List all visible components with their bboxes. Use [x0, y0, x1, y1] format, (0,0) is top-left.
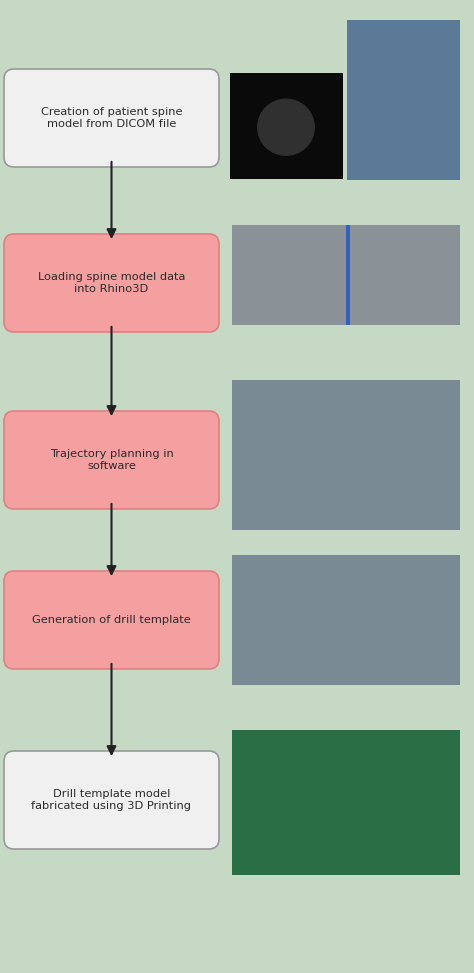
Bar — [232, 225, 460, 325]
Ellipse shape — [258, 99, 314, 156]
Bar — [232, 380, 460, 530]
Bar — [346, 225, 350, 325]
Bar — [232, 730, 460, 875]
Bar — [232, 555, 460, 685]
Text: Trajectory planning in
software: Trajectory planning in software — [50, 450, 173, 471]
FancyBboxPatch shape — [4, 571, 219, 669]
Text: Generation of drill template: Generation of drill template — [32, 615, 191, 625]
FancyBboxPatch shape — [4, 411, 219, 509]
Bar — [347, 20, 460, 180]
FancyBboxPatch shape — [4, 234, 219, 332]
Text: Loading spine model data
into Rhino3D: Loading spine model data into Rhino3D — [38, 272, 185, 294]
Text: Drill template model
fabricated using 3D Printing: Drill template model fabricated using 3D… — [31, 789, 191, 811]
FancyBboxPatch shape — [4, 751, 219, 849]
FancyBboxPatch shape — [4, 69, 219, 167]
Bar — [230, 73, 343, 179]
Text: Creation of patient spine
model from DICOM file: Creation of patient spine model from DIC… — [41, 107, 182, 128]
